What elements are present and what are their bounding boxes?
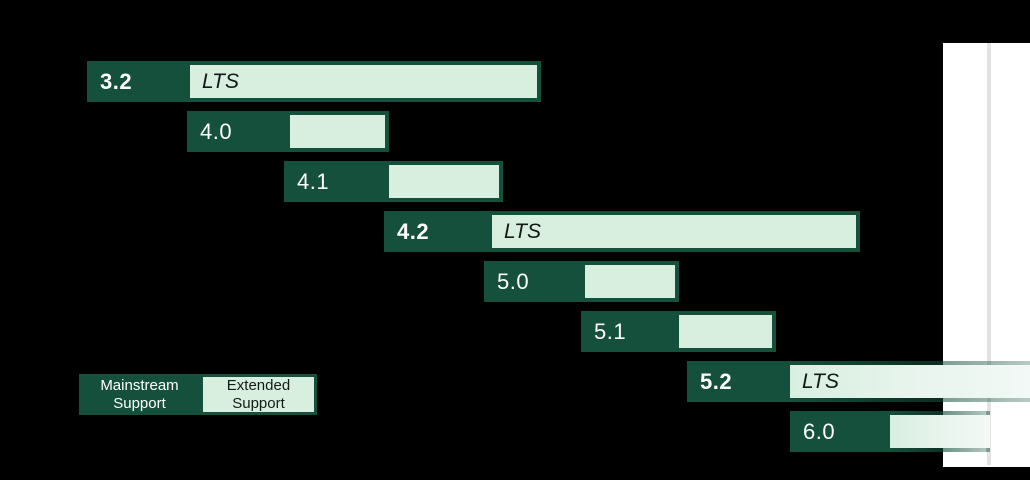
legend-mainstream-support: Mainstream Support	[79, 374, 200, 415]
extended-support-segment	[679, 315, 772, 348]
fading-top-border	[790, 361, 1030, 365]
support-bar-4.1: 4.1	[284, 161, 503, 202]
legend-extended-label: Extended Support	[226, 376, 291, 412]
extended-support-segment	[389, 165, 499, 198]
version-label: 5.0	[497, 269, 530, 294]
mainstream-support-segment	[790, 411, 890, 452]
extended-support-segment	[585, 265, 675, 298]
support-bar-6.0: 6.0	[790, 411, 990, 452]
version-label: 4.2	[397, 219, 430, 244]
support-bar-3.2: LTS 3.2	[87, 61, 541, 102]
extended-support-segment: LTS	[190, 65, 537, 98]
legend-mainstream-label: Mainstream Support	[100, 376, 179, 412]
support-bar-4.2: LTS 4.2	[384, 211, 860, 252]
fading-top-border	[890, 411, 990, 415]
support-bar-5.2: LTS 5.2	[687, 361, 1030, 402]
version-label: 4.0	[200, 119, 233, 144]
vertical-divider-line	[987, 43, 991, 465]
version-label: 5.2	[700, 369, 733, 394]
version-label: 3.2	[100, 69, 133, 94]
legend-extended-support: Extended Support	[200, 374, 317, 415]
lts-label: LTS	[504, 220, 541, 243]
support-bar-5.1: 5.1	[581, 311, 776, 352]
support-bar-4.0: 4.0	[187, 111, 389, 152]
extended-support-segment: LTS	[492, 215, 856, 248]
version-label: 5.1	[594, 319, 627, 344]
legend: Mainstream Support Extended Support	[79, 374, 317, 415]
extended-support-segment: LTS	[790, 365, 1030, 398]
support-bar-5.0: 5.0	[484, 261, 679, 302]
lts-label: LTS	[202, 70, 239, 93]
lts-label: LTS	[802, 370, 839, 393]
fading-bottom-border	[890, 448, 990, 452]
mainstream-support-segment	[687, 361, 790, 402]
version-label: 4.1	[297, 169, 330, 194]
extended-support-segment	[290, 115, 385, 148]
version-label: 6.0	[803, 419, 836, 444]
extended-support-segment	[890, 415, 990, 448]
fading-bottom-border	[790, 398, 1030, 402]
